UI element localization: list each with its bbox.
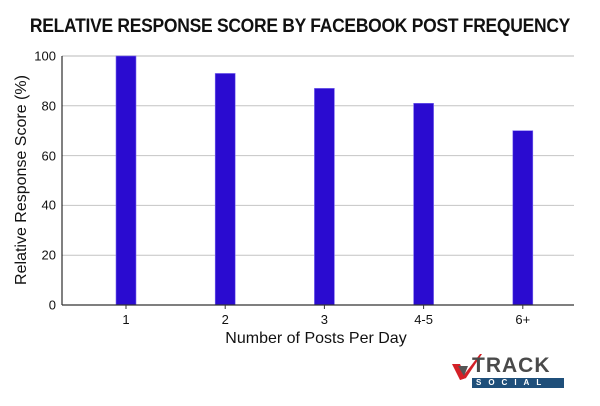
x-tick-label: 1 xyxy=(122,312,130,327)
y-tick-label: 40 xyxy=(41,197,56,213)
x-tick-label: 3 xyxy=(320,312,329,327)
bar-2 xyxy=(214,73,236,306)
x-tick-label: 6+ xyxy=(515,312,531,327)
bar-4-5 xyxy=(413,103,434,306)
y-tick-label: 80 xyxy=(41,98,56,114)
chart-title: RELATIVE RESPONSE SCORE BY FACEBOOK POST… xyxy=(29,16,571,37)
y-tick-label: 100 xyxy=(34,48,56,64)
bar-3 xyxy=(314,88,335,306)
track-social-logo: TRACK SOCIAL xyxy=(452,354,567,390)
bar-6+ xyxy=(512,130,534,306)
x-tick-label: 2 xyxy=(221,312,229,327)
x-axis-label: Number of Posts Per Day xyxy=(225,330,407,347)
y-tick-label: 60 xyxy=(41,148,56,164)
logo-sub-text: SOCIAL xyxy=(476,378,549,387)
logo-brand-text: TRACK xyxy=(472,354,551,377)
checkmark-logo-icon xyxy=(452,354,564,388)
bar-1 xyxy=(115,55,137,306)
y-tick-label: 0 xyxy=(48,297,56,313)
y-tick-label: 20 xyxy=(41,247,56,263)
x-tick-label: 4-5 xyxy=(414,312,433,327)
